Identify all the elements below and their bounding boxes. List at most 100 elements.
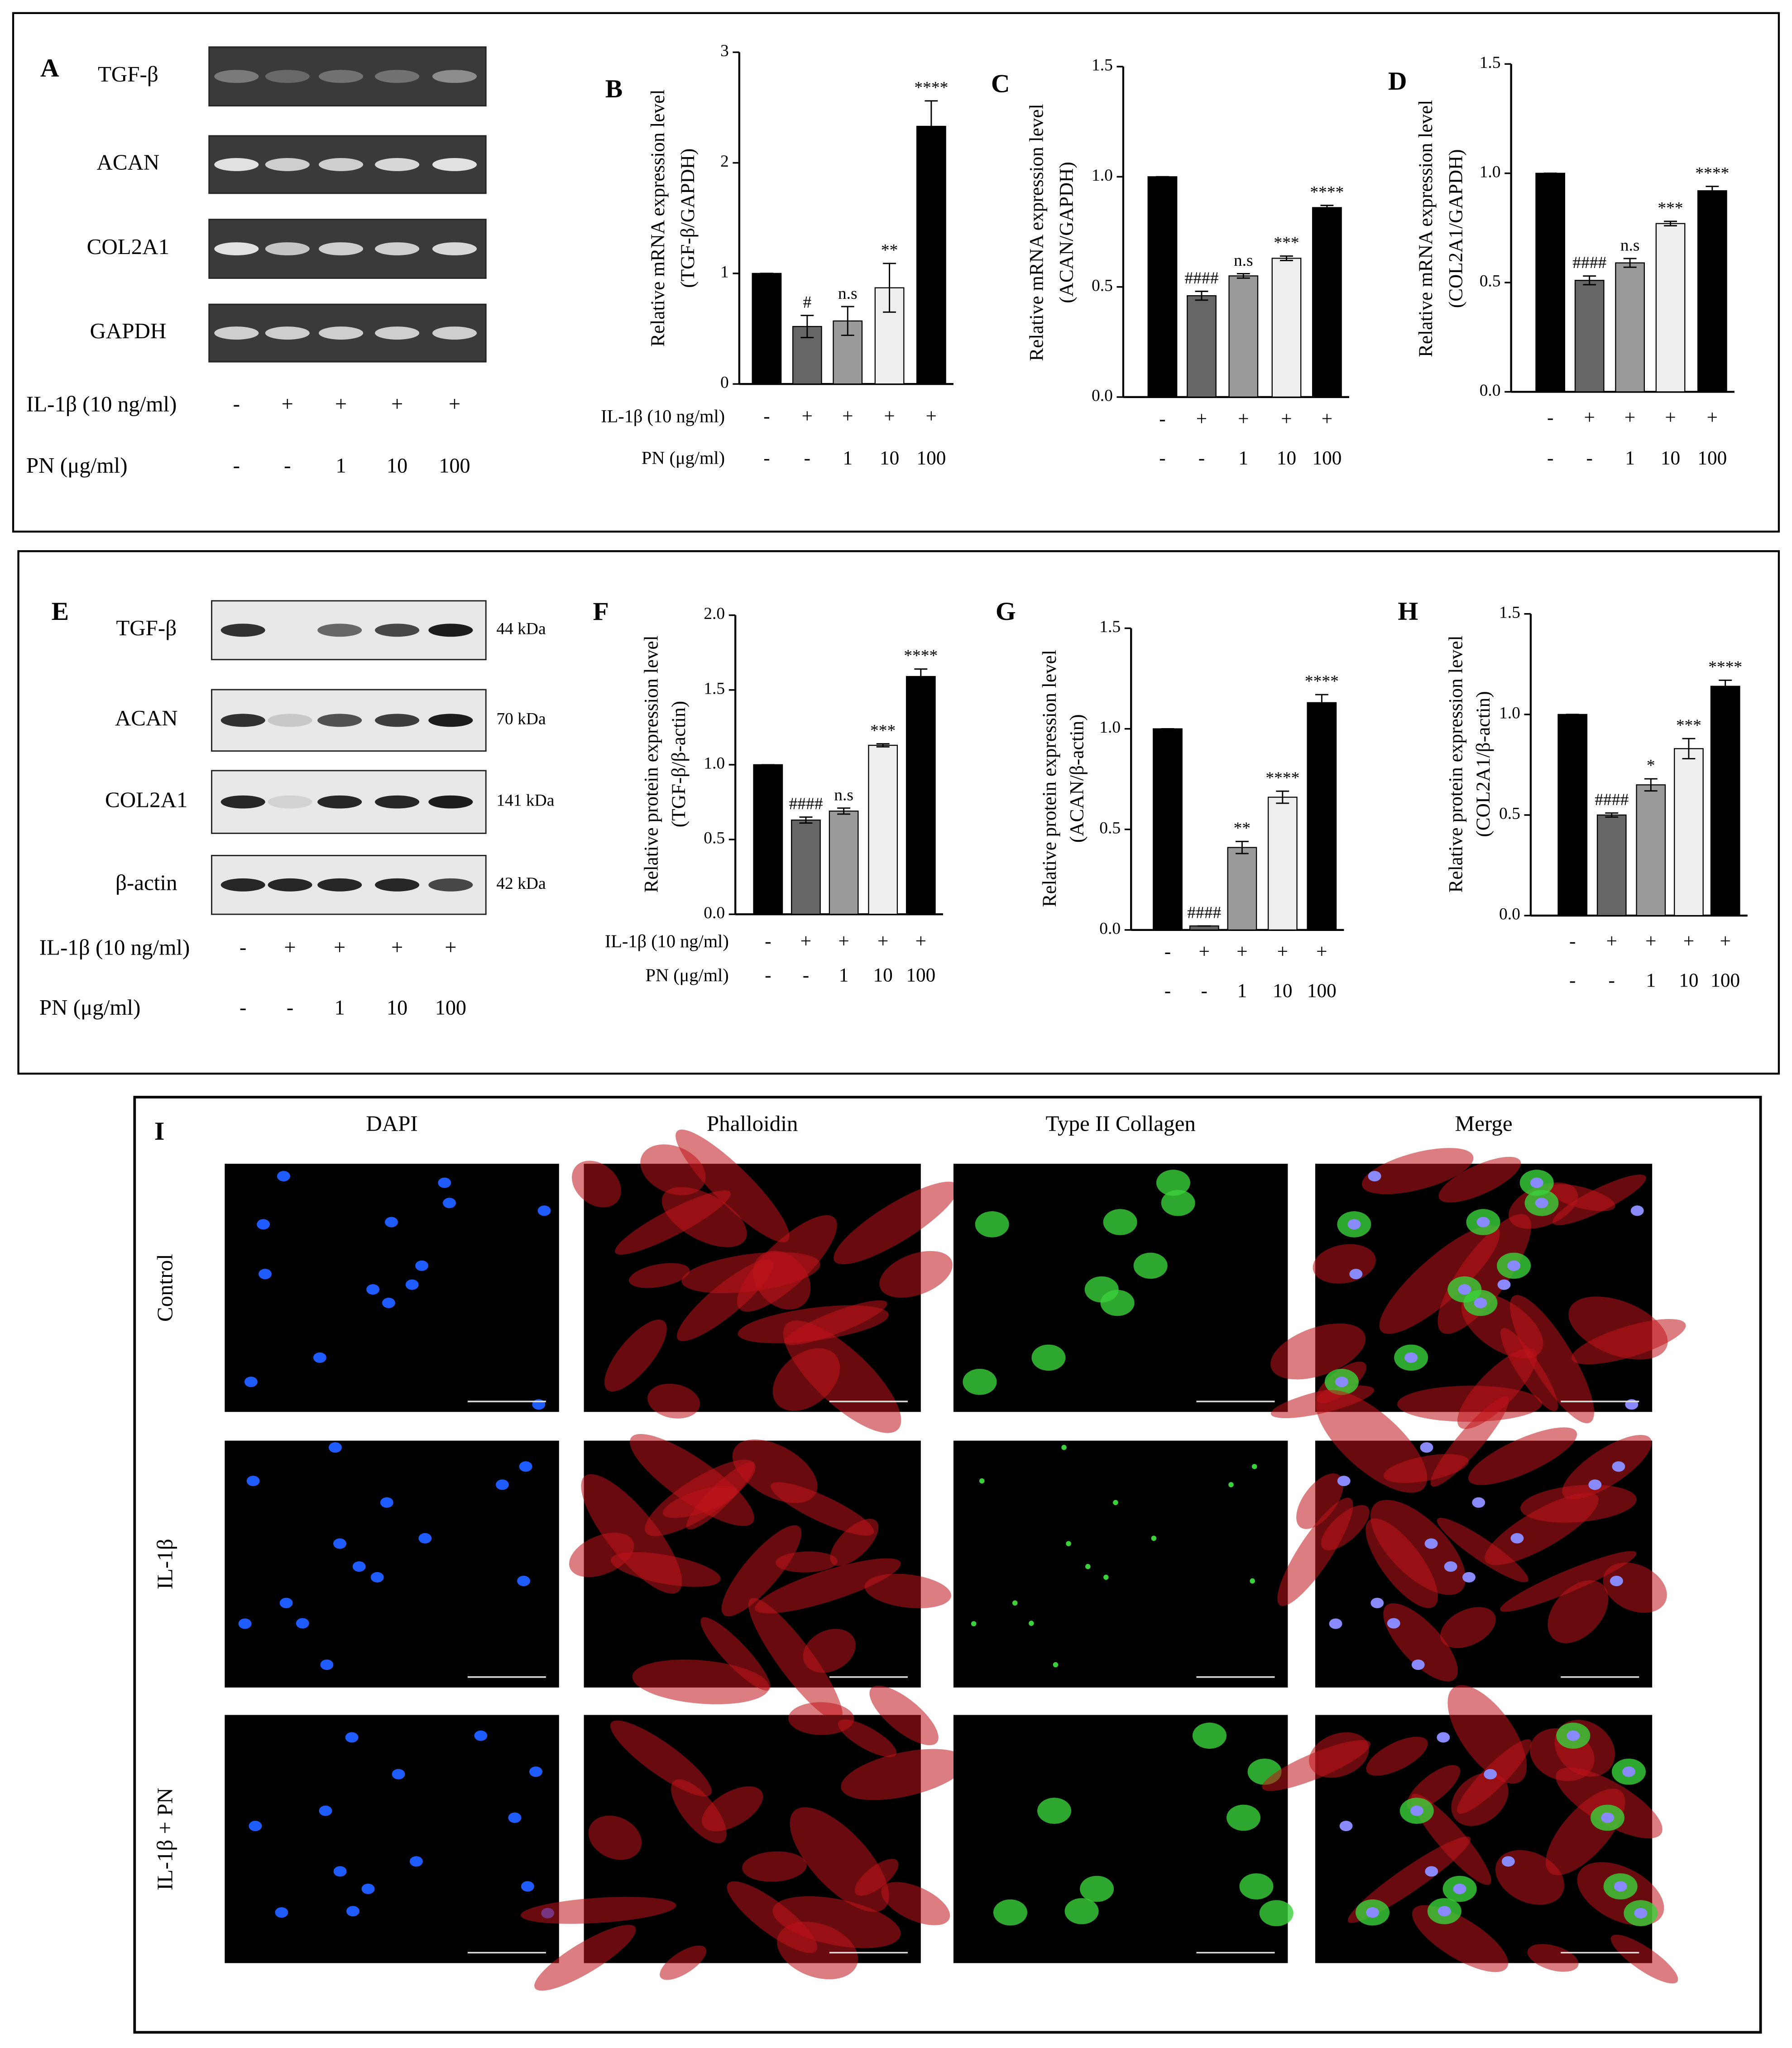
bar [1187,295,1217,398]
nucleus [392,1769,405,1779]
nucleus [382,1297,395,1309]
actin [1562,1435,1652,1500]
collagen [1084,1276,1119,1303]
micrograph [1270,1148,1686,1429]
treatment-mark: + [282,393,293,416]
error-bar [1315,694,1328,712]
error-bar [1644,778,1658,792]
collagen [1161,1189,1195,1216]
panel-letter: G [996,597,1016,626]
blot-label: ACAN [96,150,159,175]
nucleus [1501,1856,1515,1867]
collagen [1251,1464,1257,1469]
blot-strip [208,46,487,107]
bar [1271,258,1302,398]
treatment-label: PN (μg/ml) [26,453,128,478]
nucleus [1510,1533,1524,1544]
error-bar [1623,258,1637,268]
actin [841,1749,966,1800]
blot-band [375,878,420,892]
treatment-mark: 10 [387,996,407,1019]
nucleus [380,1497,393,1508]
treatment-mark: - [240,996,246,1019]
blot-band [214,326,259,340]
significance-label: *** [1676,716,1701,735]
collagen [1085,1564,1091,1569]
nucleus [1453,1884,1466,1895]
collagen [979,1478,985,1484]
error-bar [841,306,854,336]
treatment-mark: 100 [435,996,466,1019]
y-tick-label: 2 [720,152,729,171]
y-tick-label: 1.5 [1092,56,1113,75]
collagen [1066,1541,1071,1546]
treatment-mark: 1 [1646,969,1656,991]
error-bar [1236,273,1250,279]
blot-band [428,624,473,637]
collagen [1250,1578,1255,1584]
actin [610,1552,721,1587]
treatment-mark: + [884,405,895,427]
significance-label: **** [1695,164,1729,182]
actin [604,1319,667,1392]
significance-label: #### [1185,269,1219,288]
nucleus [517,1576,531,1587]
blot-band [220,878,265,892]
treatment-mark: + [1707,407,1718,428]
y-axis-label: Relative mRNA expression level [1025,104,1047,361]
treatment-mark: 10 [880,447,899,469]
treatment-mark: - [1569,930,1576,952]
nucleus [1424,1538,1438,1549]
actin [788,1702,854,1735]
y-tick-label: 0.0 [1480,381,1501,400]
blot-band [432,326,477,340]
nucleus [366,1284,380,1295]
collagen [1012,1600,1018,1606]
bar [829,811,859,915]
bar [906,676,936,915]
actin [676,1129,790,1242]
treatment-mark: - [1198,447,1205,469]
nucleus [238,1618,252,1629]
bar [868,744,898,915]
significance-label: n.s [834,786,853,804]
row-label: IL-1β + PN [153,1788,177,1890]
treatment-mark: + [838,930,849,952]
nucleus [1530,1177,1543,1188]
blot-band [317,624,362,637]
treatment-mark: + [1606,930,1617,952]
actin [1379,1225,1500,1334]
error-bar [1605,812,1619,818]
collagen [1228,1482,1234,1487]
treatment-mark: - [1609,969,1615,991]
treatment-mark: 1 [839,964,849,986]
bar [1674,748,1704,916]
nucleus [1507,1260,1521,1271]
significance-label: *** [1274,234,1299,252]
nucleus [345,1732,359,1743]
treatment-mark: - [765,930,771,952]
nucleus [1484,1769,1497,1779]
nucleus [519,1461,532,1472]
micrograph [572,1129,958,1433]
nucleus [361,1884,375,1895]
blot-band [265,326,310,340]
nucleus [1601,1812,1614,1823]
blot-label: TGF-β [116,615,177,640]
panel-letter: A [40,54,59,82]
actin [662,1486,738,1518]
treatment-mark: + [800,930,811,952]
nucleus [1444,1561,1457,1572]
bar [1557,714,1588,916]
actin [1296,1473,1343,1529]
treatment-mark: 10 [387,454,407,477]
treatment-mark: - [1201,980,1207,1002]
blot-band [220,795,265,809]
nucleus [1368,1171,1381,1182]
blot-band [214,70,259,83]
actin [1262,1740,1370,1791]
y-axis-label: Relative protein expression level [640,635,662,892]
significance-label: ** [1234,819,1251,838]
nucleus [352,1561,366,1572]
y-axis-label: Relative protein expression level [1445,635,1466,892]
